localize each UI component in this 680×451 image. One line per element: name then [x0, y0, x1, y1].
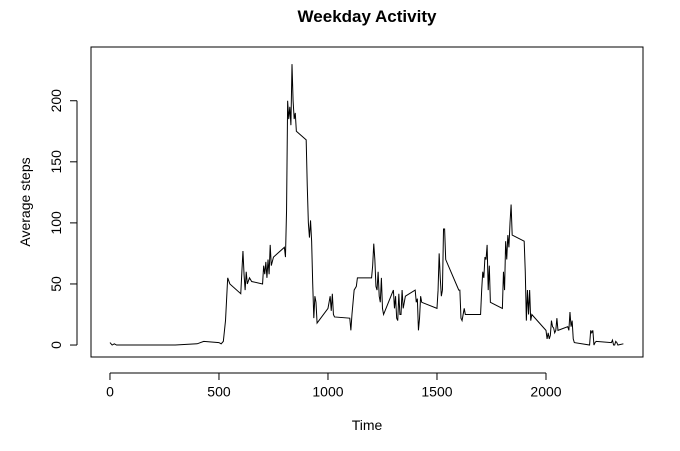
y-tick-label: 200 [48, 89, 64, 113]
y-tick-label: 50 [48, 276, 64, 292]
x-tick-label: 500 [207, 384, 231, 400]
data-line [109, 64, 624, 346]
x-tick-label: 0 [106, 384, 114, 400]
y-tick-label: 0 [48, 341, 64, 349]
x-tick-label: 2000 [530, 384, 561, 400]
chart-title: Weekday Activity [298, 7, 437, 26]
x-tick-label: 1000 [312, 384, 343, 400]
x-tick-label: 1500 [421, 384, 452, 400]
x-axis-label: Time [352, 417, 383, 433]
plot-frame [90, 46, 644, 358]
y-tick-label: 150 [48, 150, 64, 174]
y-axis-label: Average steps [17, 157, 33, 246]
y-tick-label: 100 [48, 211, 64, 235]
